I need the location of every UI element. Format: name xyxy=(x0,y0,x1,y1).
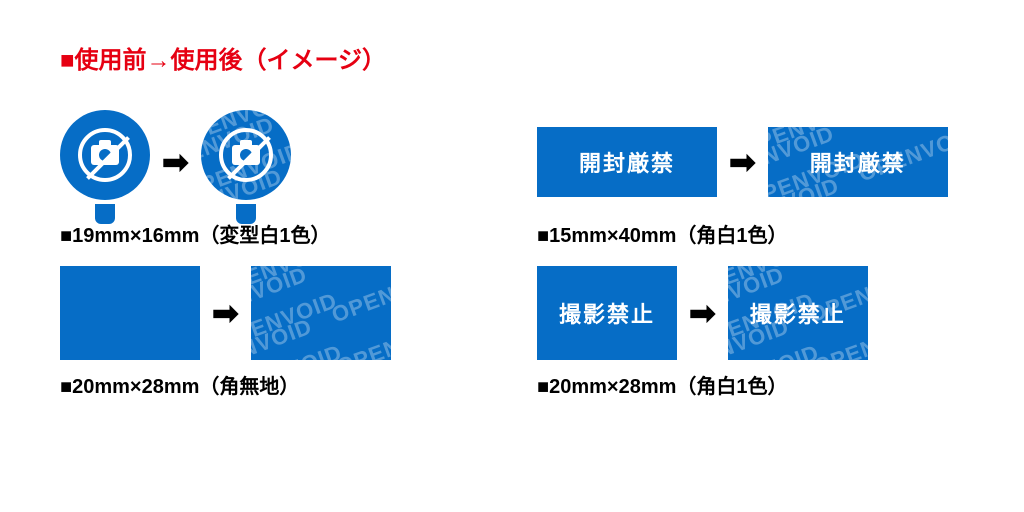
caption: ■20mm×28mm（角無地） xyxy=(60,370,487,399)
void-pattern: OPENVOID OPENVOID OPENVOID OPENVOID OPEN… xyxy=(251,266,391,360)
arrow-icon: ➡ xyxy=(162,143,189,181)
caption: ■20mm×28mm（角白1色） xyxy=(537,370,964,399)
label-before xyxy=(60,110,150,214)
arrow-icon: ➡ xyxy=(689,294,716,332)
label-after: OPENVOID OPENVOID OPENVOID OPENVOID OPEN… xyxy=(768,127,948,197)
sample-camera: ➡ OPENVOID OPENVOID OPENVOID OPENVOID xyxy=(60,115,487,248)
label-text: 撮影禁止 xyxy=(559,297,655,329)
label-after: OPENVOID OPENVOID OPENVOID OPENVOID xyxy=(201,110,291,214)
arrow-icon: ➡ xyxy=(729,143,756,181)
label-after: OPENVOID OPENVOID OPENVOID OPENVOID OPEN… xyxy=(728,266,868,360)
label-before xyxy=(60,266,200,360)
arrow-icon: ➡ xyxy=(212,294,239,332)
sample-plain: ➡ OPENVOID OPENVOID OPENVOID OPENVOID OP… xyxy=(60,266,487,399)
label-before: 開封厳禁 xyxy=(537,127,717,197)
label-text: 撮影禁止 xyxy=(750,297,846,329)
label-after: OPENVOID OPENVOID OPENVOID OPENVOID OPEN… xyxy=(251,266,391,360)
page-title: ■使用前→使用後（イメージ） xyxy=(60,40,964,75)
sample-satsuei: 撮影禁止 ➡ OPENVOID OPENVOID OPENVOID OPENVO… xyxy=(537,266,964,399)
caption: ■15mm×40mm（角白1色） xyxy=(537,219,964,248)
label-before: 撮影禁止 xyxy=(537,266,677,360)
sample-kaifu: 開封厳禁 ➡ OPENVOID OPENVOID OPENVOID OPENVO… xyxy=(537,115,964,248)
label-text: 開封厳禁 xyxy=(810,146,906,178)
label-text: 開封厳禁 xyxy=(579,146,675,178)
sample-grid: ➡ OPENVOID OPENVOID OPENVOID OPENVOID xyxy=(60,115,964,399)
caption: ■19mm×16mm（変型白1色） xyxy=(60,219,487,248)
